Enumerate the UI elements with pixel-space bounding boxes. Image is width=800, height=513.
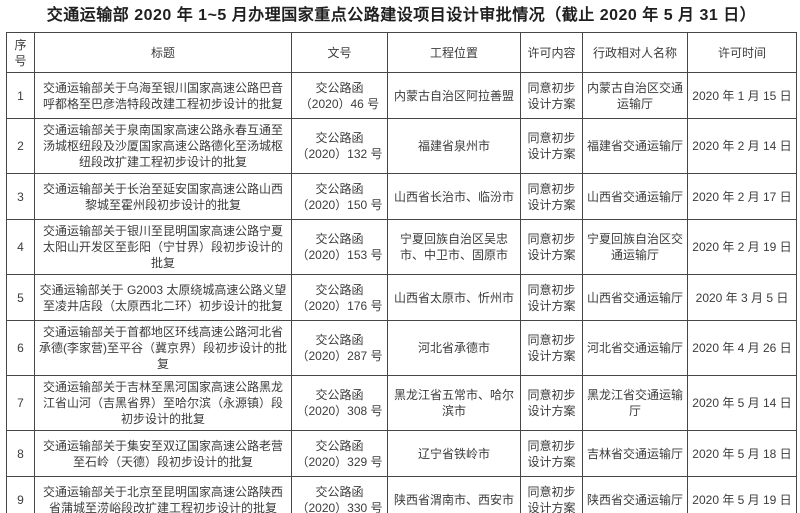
cell-location: 山西省太原市、忻州市 (387, 274, 521, 322)
column-header-no: 序号 (6, 32, 35, 74)
approval-table: 序号 标题 文号 工程位置 许可内容 行政相对人名称 许可时间 1 交通运输部关于乌海至银川国… (6, 32, 797, 513)
cell-title: 交通运输部关于泉南国家高速公路永春互通至汤城枢纽段及沙厦国家高速公路德化至汤城枢… (34, 118, 292, 175)
cell-permit-content: 同意初步设计方案 (520, 173, 583, 221)
cell-permit-date: 2020 年 2 月 14 日 (687, 118, 797, 175)
table-head: 序号 标题 文号 工程位置 许可内容 行政相对人名称 许可时间 (6, 32, 797, 74)
table-row: 7 交通运输部关于吉林至黑河国家高速公路黑龙江省山河（吉黑省界）至哈尔滨（永源镇）… (6, 375, 797, 432)
cell-permit-date: 2020 年 1 月 15 日 (687, 72, 797, 120)
cell-doc-number: 交公路函 （2020）153 号 (291, 219, 388, 276)
cell-doc-number: 交公路函 （2020）330 号 (291, 476, 388, 513)
cell-permit-date: 2020 年 5 月 19 日 (687, 476, 797, 513)
cell-location: 山西省长治市、临汾市 (387, 173, 521, 221)
cell-permit-date: 2020 年 3 月 5 日 (687, 274, 797, 322)
cell-permit-content: 同意初步设计方案 (520, 430, 583, 478)
cell-permit-content: 同意初步设计方案 (520, 375, 583, 432)
cell-counterpart-name: 宁夏回族自治区交通运输厅 (582, 219, 688, 276)
cell-title: 交通运输部关于北京至昆明国家高速公路陕西省蒲城至涝峪段改扩建工程初步设计的批复 (34, 476, 292, 513)
cell-doc-number: 交公路函 （2020）176 号 (291, 274, 388, 322)
cell-no: 3 (6, 173, 35, 221)
cell-title: 交通运输部关于吉林至黑河国家高速公路黑龙江省山河（吉黑省界）至哈尔滨（永源镇）段… (34, 375, 292, 432)
cell-no: 4 (6, 219, 35, 276)
table-row: 3 交通运输部关于长治至延安国家高速公路山西黎城至霍州段初步设计的批复 交公路函 （… (6, 173, 797, 221)
cell-title: 交通运输部关于 G2003 太原绕城高速公路义望至凌井店段（太原西北二环）初步设… (34, 274, 292, 322)
cell-counterpart-name: 山西省交通运输厅 (582, 173, 688, 221)
cell-location: 黑龙江省五常市、哈尔滨市 (387, 375, 521, 432)
cell-no: 7 (6, 375, 35, 432)
cell-permit-content: 同意初步设计方案 (520, 476, 583, 513)
cell-title: 交通运输部关于首都地区环线高速公路河北省承德(李家营)至平谷（冀京界）段初步设计… (34, 320, 292, 377)
page-title: 交通运输部 2020 年 1~5 月办理国家重点公路建设项目设计审批情况（截止 … (46, 7, 757, 24)
cell-location: 河北省承德市 (387, 320, 521, 377)
table-body: 1 交通运输部关于乌海至银川国家高速公路巴音呼都格至巴彦浩特段改建工程初步设计的批… (6, 72, 797, 513)
cell-title: 交通运输部关于集安至双辽国家高速公路老营至石岭（天德）段初步设计的批复 (34, 430, 292, 478)
cell-no: 2 (6, 118, 35, 175)
column-header-permit-content: 许可内容 (520, 32, 583, 74)
column-header-permit-date: 许可时间 (687, 32, 797, 74)
table-row: 6 交通运输部关于首都地区环线高速公路河北省承德(李家营)至平谷（冀京界）段初步设… (6, 320, 797, 377)
table-row: 1 交通运输部关于乌海至银川国家高速公路巴音呼都格至巴彦浩特段改建工程初步设计的批… (6, 72, 797, 120)
cell-no: 9 (6, 476, 35, 513)
cell-no: 1 (6, 72, 35, 120)
cell-permit-date: 2020 年 5 月 14 日 (687, 375, 797, 432)
cell-counterpart-name: 河北省交通运输厅 (582, 320, 688, 377)
table-row: 4 交通运输部关于银川至昆明国家高速公路宁夏太阳山开发区至彭阳（宁甘界）段初步设计… (6, 219, 797, 276)
cell-no: 5 (6, 274, 35, 322)
cell-location: 内蒙古自治区阿拉善盟 (387, 72, 521, 120)
cell-no: 8 (6, 430, 35, 478)
cell-counterpart-name: 内蒙古自治区交通运输厅 (582, 72, 688, 120)
cell-permit-date: 2020 年 2 月 17 日 (687, 173, 797, 221)
cell-permit-content: 同意初步设计方案 (520, 274, 583, 322)
cell-doc-number: 交公路函 （2020）132 号 (291, 118, 388, 175)
cell-permit-date: 2020 年 2 月 19 日 (687, 219, 797, 276)
table-header-row: 序号 标题 文号 工程位置 许可内容 行政相对人名称 许可时间 (6, 32, 797, 74)
column-header-location: 工程位置 (387, 32, 521, 74)
cell-counterpart-name: 黑龙江省交通运输厅 (582, 375, 688, 432)
cell-location: 福建省泉州市 (387, 118, 521, 175)
cell-no: 6 (6, 320, 35, 377)
cell-doc-number: 交公路函 （2020）46 号 (291, 72, 388, 120)
cell-permit-content: 同意初步设计方案 (520, 320, 583, 377)
cell-counterpart-name: 山西省交通运输厅 (582, 274, 688, 322)
cell-counterpart-name: 陕西省交通运输厅 (582, 476, 688, 513)
cell-location: 宁夏回族自治区吴忠市、中卫市、固原市 (387, 219, 521, 276)
column-header-doc-number: 文号 (291, 32, 388, 74)
cell-doc-number: 交公路函 （2020）329 号 (291, 430, 388, 478)
cell-title: 交通运输部关于乌海至银川国家高速公路巴音呼都格至巴彦浩特段改建工程初步设计的批复 (34, 72, 292, 120)
cell-title: 交通运输部关于长治至延安国家高速公路山西黎城至霍州段初步设计的批复 (34, 173, 292, 221)
table-row: 8 交通运输部关于集安至双辽国家高速公路老营至石岭（天德）段初步设计的批复 交公路函… (6, 430, 797, 478)
cell-permit-date: 2020 年 5 月 18 日 (687, 430, 797, 478)
cell-permit-content: 同意初步设计方案 (520, 118, 583, 175)
column-header-title: 标题 (34, 32, 292, 74)
cell-counterpart-name: 吉林省交通运输厅 (582, 430, 688, 478)
cell-permit-content: 同意初步设计方案 (520, 219, 583, 276)
table-row: 5 交通运输部关于 G2003 太原绕城高速公路义望至凌井店段（太原西北二环）初步… (6, 274, 797, 322)
cell-location: 陕西省渭南市、西安市 (387, 476, 521, 513)
table-row: 9 交通运输部关于北京至昆明国家高速公路陕西省蒲城至涝峪段改扩建工程初步设计的批复… (6, 476, 797, 513)
cell-doc-number: 交公路函 （2020）308 号 (291, 375, 388, 432)
column-header-counterpart-name: 行政相对人名称 (582, 32, 688, 74)
cell-permit-date: 2020 年 4 月 26 日 (687, 320, 797, 377)
cell-location: 辽宁省铁岭市 (387, 430, 521, 478)
cell-doc-number: 交公路函 （2020）287 号 (291, 320, 388, 377)
cell-permit-content: 同意初步设计方案 (520, 72, 583, 120)
cell-title: 交通运输部关于银川至昆明国家高速公路宁夏太阳山开发区至彭阳（宁甘界）段初步设计的… (34, 219, 292, 276)
table-row: 2 交通运输部关于泉南国家高速公路永春互通至汤城枢纽段及沙厦国家高速公路德化至汤城… (6, 118, 797, 175)
cell-counterpart-name: 福建省交通运输厅 (582, 118, 688, 175)
cell-doc-number: 交公路函 （2020）150 号 (291, 173, 388, 221)
